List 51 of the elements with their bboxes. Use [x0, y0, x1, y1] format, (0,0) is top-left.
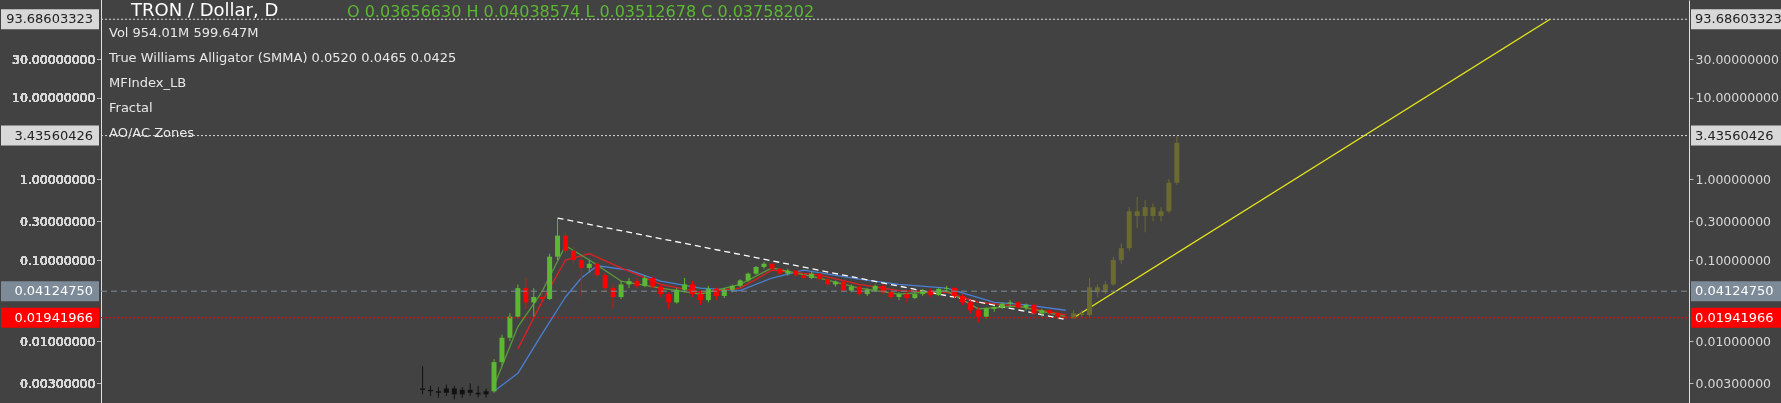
text: 0.30000000 [19, 213, 96, 229]
ref-line-label: 0.04124750 [1695, 283, 1774, 299]
candlestick [1142, 199, 1148, 233]
y-tick-label: 0.10000000 [1695, 252, 1772, 268]
text: 0.04124750 [14, 283, 93, 299]
text: 0.01941966 [14, 309, 93, 325]
candlestick [904, 290, 910, 303]
candlestick [896, 291, 902, 301]
annotation: True Williams Alligator (SMMA) 0.0520 0.0465 0.0425 [108, 50, 457, 65]
ref-line-label: 93.68603323 [1695, 11, 1781, 27]
y-tick-label: 0.00300000 [1695, 375, 1772, 391]
line-series [517, 252, 1067, 350]
candlestick [507, 312, 513, 342]
text: 0.01000000 [19, 333, 96, 349]
text: 0.10000000 [19, 252, 96, 268]
y-tick-label: 30.00000000 [1695, 51, 1780, 67]
candlestick [483, 387, 489, 399]
annotation: MFIndex_LB [109, 75, 187, 90]
candlestick [1039, 308, 1045, 318]
chart-title: TRON / Dollar, D [130, 0, 279, 20]
text: 30.00000000 [11, 51, 96, 67]
candlestick [420, 365, 426, 395]
chart-subtitle: O 0.03656630 H 0.04038574 L 0.03512678 C 0.03758202 [347, 2, 815, 21]
candlestick [1158, 206, 1164, 222]
y-tick-label: 10.00000000 [1695, 90, 1780, 106]
candlestick [562, 231, 568, 255]
text: 3.43560426 [14, 127, 93, 143]
candlestick [761, 261, 767, 270]
annotation: Fractal [109, 100, 153, 115]
candlestick [1150, 202, 1156, 222]
text: 10.00000000 [11, 90, 96, 106]
candlestick [1118, 243, 1124, 265]
y-tick-label: 0.01000000 [1695, 333, 1772, 349]
candlestick [1007, 299, 1013, 307]
ref-line-label: 0.01941966 [1695, 309, 1774, 325]
candlestick [531, 287, 537, 318]
candlestick [578, 256, 584, 298]
candlestick [602, 272, 608, 293]
candlestick [555, 217, 561, 261]
ref-line-label: 3.43560426 [1695, 127, 1774, 143]
y-tick-label: 1.00000000 [1695, 171, 1772, 187]
candlestick [610, 283, 616, 310]
candlestick [1134, 196, 1140, 229]
candlestick [523, 277, 529, 310]
y-tick-label: 0.30000000 [1695, 213, 1772, 229]
text: 93.68603323 [6, 11, 93, 27]
annotation: AO/AC Zones [109, 125, 195, 140]
candlestick [634, 277, 640, 289]
text: 0.00300000 [19, 375, 96, 391]
text: 1.00000000 [19, 171, 96, 187]
annotation: Vol 954.01M 599.647M [109, 25, 259, 40]
